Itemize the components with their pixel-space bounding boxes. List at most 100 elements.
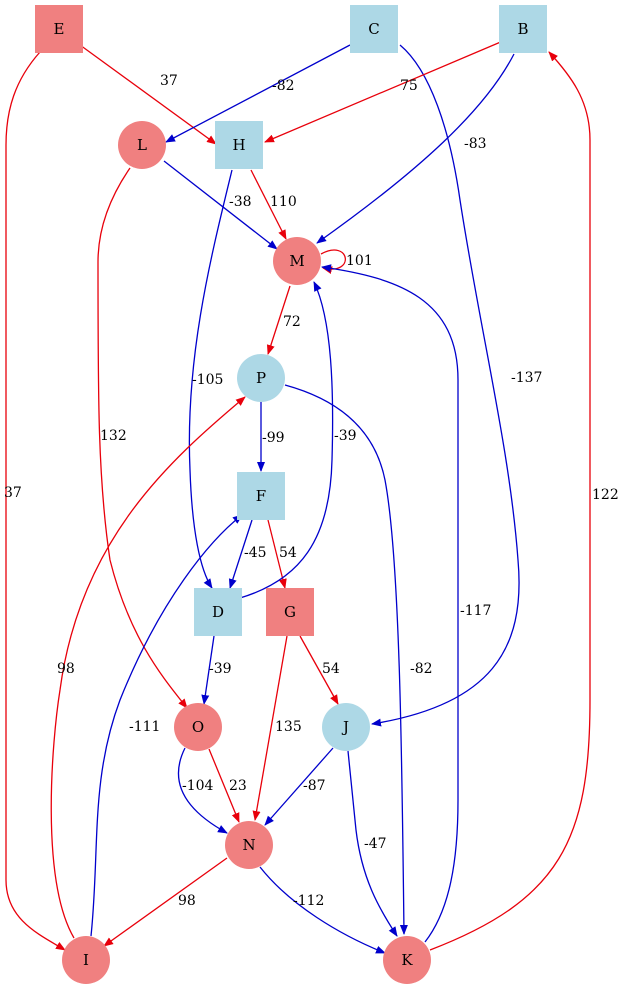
node-c: C [350,5,398,53]
node-n: N [225,821,273,869]
edge-b-m [316,53,515,244]
node-shape-k [383,936,431,984]
node-shape-e [35,5,83,53]
node-m: M [273,237,321,285]
edge-j-n [264,747,334,826]
edge-f-g [267,519,287,589]
node-p: P [237,354,285,402]
node-shape-h [215,121,263,169]
edge-weight-m-m: 101 [346,253,373,269]
node-label-o: O [192,718,204,736]
node-label-e: E [54,20,65,38]
edge-weight-k-m: -117 [460,603,491,619]
node-label-f: F [256,487,266,505]
edge-weight-g-j: 54 [322,661,340,677]
edge-f-d [228,519,253,589]
node-shape-m [273,237,321,285]
node-label-b: B [517,20,528,38]
node-label-g: G [284,603,296,621]
edge-weight-d-m: -39 [334,428,357,444]
edge-n-k [259,866,386,954]
edge-e-i [5,51,66,951]
edge-weight-b-h: 75 [400,78,418,94]
edge-d-o [201,635,215,705]
edge-weight-c-j: -137 [511,370,542,386]
node-label-k: K [401,951,413,969]
node-shape-f [237,472,285,520]
edge-l-m [163,160,278,250]
edge-weight-n-i: 98 [178,893,196,909]
nodes-layer: E C B L H M P F D G O J N I K [35,5,547,984]
node-j: J [322,703,370,751]
edge-c-j [371,44,520,727]
node-l: L [118,121,166,169]
node-shape-n [225,821,273,869]
edge-labels-layer: 37 37 -82 -137 75 -83 -38 132 110 -105 101 72 -99 -82… [4,73,619,909]
node-shape-g [266,588,314,636]
edge-weight-o-n-b: 23 [229,778,247,794]
node-shape-d [194,588,242,636]
node-b: B [499,5,547,53]
edge-weight-p-f: -99 [262,430,285,446]
edge-weight-j-n: -87 [303,778,326,794]
edge-weight-l-m: -38 [229,194,252,210]
edge-p-k [284,384,408,935]
edge-l-o [97,167,188,709]
node-o: O [174,703,222,751]
node-label-i: I [83,951,89,969]
node-shape-p [237,354,285,402]
node-label-l: L [137,136,147,154]
edge-g-n [252,635,288,821]
edge-weight-e-h: 37 [160,73,178,89]
edge-weight-f-g: 54 [279,545,297,561]
edge-n-i [103,857,228,947]
edge-d-m [239,281,334,599]
edge-i-p [50,396,246,939]
edge-weight-g-n: 135 [275,719,302,735]
node-f: F [237,472,285,520]
node-label-j: J [341,718,349,736]
node-k: K [383,936,431,984]
edges-layer [5,40,591,954]
edge-k-b [429,51,591,951]
node-shape-i [62,936,110,984]
edge-weight-f-d: -45 [244,545,267,561]
edge-i-f [90,514,243,937]
node-d: D [194,588,242,636]
edge-b-h [264,40,504,143]
node-shape-o [174,703,222,751]
node-g: G [266,588,314,636]
edge-weight-e-i: 37 [4,485,22,501]
edge-m-p [266,285,291,355]
node-shape-j [322,703,370,751]
edge-k-m [321,264,459,943]
edge-g-j [299,635,339,705]
edge-j-k [347,750,398,937]
node-label-n: N [242,836,255,854]
edge-weight-c-l: -82 [272,78,295,94]
node-label-d: D [212,603,224,621]
edge-weight-i-f: -111 [129,719,160,735]
node-i: I [62,936,110,984]
edge-o-n-a [177,747,228,834]
edge-weight-b-m: -83 [464,136,487,152]
edge-weight-p-k: -82 [410,661,433,677]
node-shape-b [499,5,547,53]
edge-h-m [250,169,287,240]
edge-o-n-b [208,748,240,823]
node-shape-l [118,121,166,169]
edge-weight-j-k: -47 [364,836,387,852]
edge-weight-d-o: -39 [209,661,232,677]
edge-weight-o-n-a: -104 [182,778,214,794]
node-label-c: C [368,20,379,38]
edge-weight-k-b: 122 [592,487,619,503]
node-label-h: H [232,136,245,154]
node-label-m: M [289,252,304,270]
edge-m-m [320,249,346,274]
node-h: H [215,121,263,169]
edge-weight-i-p: 98 [57,661,75,677]
edge-c-l [165,44,351,143]
node-e: E [35,5,83,53]
edge-weight-n-k: -112 [293,893,324,909]
